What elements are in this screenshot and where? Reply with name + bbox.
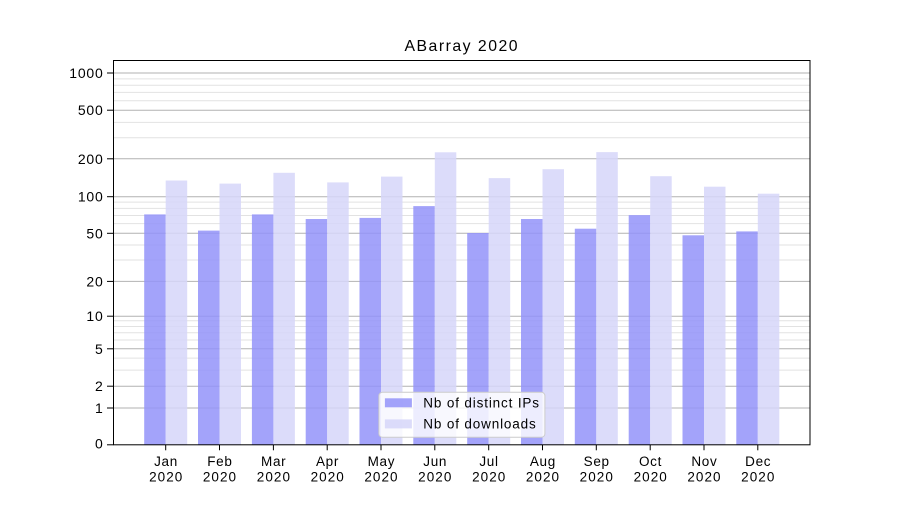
svg-text:Nov: Nov	[691, 454, 717, 469]
svg-text:May: May	[368, 454, 396, 469]
svg-text:200: 200	[78, 151, 104, 167]
svg-text:1: 1	[95, 400, 104, 416]
svg-text:2020: 2020	[526, 470, 560, 485]
svg-text:Oct: Oct	[639, 454, 662, 469]
svg-text:Jan: Jan	[154, 454, 178, 469]
svg-text:2020: 2020	[580, 470, 614, 485]
svg-text:Apr: Apr	[316, 454, 339, 469]
svg-text:Jul: Jul	[479, 454, 498, 469]
svg-text:2020: 2020	[472, 470, 506, 485]
svg-text:50: 50	[86, 225, 103, 241]
svg-text:100: 100	[78, 189, 104, 205]
svg-text:500: 500	[78, 102, 104, 118]
svg-text:Mar: Mar	[261, 454, 286, 469]
svg-text:Jun: Jun	[423, 454, 447, 469]
svg-text:Aug: Aug	[530, 454, 556, 469]
svg-text:5: 5	[95, 341, 104, 357]
svg-text:Nb of distinct IPs: Nb of distinct IPs	[423, 395, 540, 410]
svg-text:2020: 2020	[634, 470, 668, 485]
svg-text:2020: 2020	[257, 470, 291, 485]
svg-text:0: 0	[95, 436, 104, 452]
svg-text:Nb of downloads: Nb of downloads	[423, 416, 536, 431]
svg-text:ABarray 2020: ABarray 2020	[404, 38, 519, 55]
svg-text:2: 2	[95, 378, 104, 394]
svg-text:2020: 2020	[418, 470, 452, 485]
svg-text:Dec: Dec	[745, 454, 771, 469]
svg-text:Sep: Sep	[584, 454, 610, 469]
svg-text:2020: 2020	[687, 470, 721, 485]
svg-text:2020: 2020	[364, 470, 398, 485]
svg-text:Feb: Feb	[207, 454, 232, 469]
svg-text:2020: 2020	[741, 470, 775, 485]
svg-text:2020: 2020	[311, 470, 345, 485]
svg-text:2020: 2020	[203, 470, 237, 485]
svg-text:2020: 2020	[149, 470, 183, 485]
svg-text:10: 10	[86, 308, 103, 324]
svg-text:1000: 1000	[69, 65, 103, 81]
svg-text:20: 20	[86, 273, 103, 289]
